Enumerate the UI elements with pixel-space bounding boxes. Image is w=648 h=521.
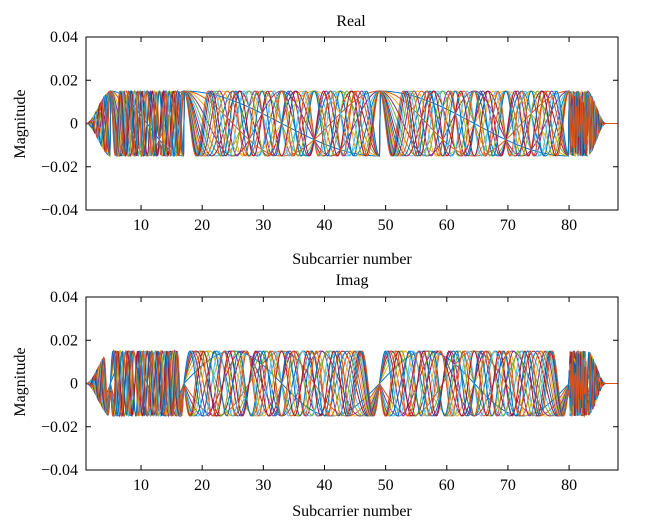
x-tick-label: 40 — [316, 217, 332, 234]
x-tick-label: 80 — [561, 477, 577, 494]
series-layer — [85, 89, 618, 158]
series-line-16 — [85, 89, 618, 157]
y-tick-label: −0.02 — [41, 419, 78, 436]
tick-layer: 10 20 30 40 50 60 70 80 −0.04 −0.02 0 0.02 0.04 — [41, 29, 618, 234]
series-line-5 — [85, 350, 618, 417]
series-line-12 — [85, 89, 618, 158]
tick-layer: 10 20 30 40 50 60 70 80 −0.04 −0.02 0 0.02 0.04 — [41, 289, 618, 494]
plot-frame — [85, 296, 619, 471]
x-tick-label: 20 — [194, 217, 210, 234]
series-line-13 — [85, 89, 618, 158]
x-axis-label: Subcarrier number — [292, 251, 412, 268]
x-tick-label: 30 — [255, 217, 271, 234]
series-line-10 — [85, 89, 618, 158]
y-axis-label: Magnitude — [12, 347, 29, 416]
x-tick-label: 10 — [133, 477, 149, 494]
x-tick-label: 10 — [133, 217, 149, 234]
y-tick-label: 0.04 — [50, 29, 78, 46]
plot-title: Real — [336, 13, 366, 30]
x-tick-label: 30 — [255, 477, 271, 494]
series-line-13 — [85, 350, 618, 418]
x-tick-label: 60 — [439, 217, 455, 234]
y-tick-label: 0 — [70, 116, 78, 133]
x-tick-label: 70 — [500, 477, 516, 494]
series-line-4 — [85, 350, 618, 417]
series-line-3 — [85, 350, 618, 417]
x-tick-label: 50 — [378, 217, 394, 234]
series-line-15 — [85, 350, 618, 418]
x-tick-label: 50 — [378, 477, 394, 494]
plot-title: Imag — [336, 272, 369, 289]
series-layer — [85, 349, 618, 418]
x-tick-label: 80 — [561, 217, 577, 234]
y-tick-label: 0.02 — [50, 72, 78, 89]
series-line-14 — [85, 350, 618, 417]
x-tick-label: 70 — [500, 217, 516, 234]
x-tick-label: 20 — [194, 477, 210, 494]
y-tick-label: 0.04 — [50, 289, 78, 306]
series-line-11 — [85, 349, 618, 418]
y-tick-label: −0.04 — [41, 202, 78, 219]
series-line-14 — [86, 89, 618, 158]
y-tick-label: 0.02 — [50, 332, 78, 349]
y-axis-label: Magnitude — [12, 89, 29, 158]
series-line-12 — [85, 349, 618, 418]
y-tick-label: −0.02 — [41, 159, 78, 176]
y-tick-label: −0.04 — [41, 462, 78, 479]
series-line-11 — [85, 89, 618, 158]
plot-real: Real 10 20 30 40 50 60 70 80 −0.04 −0.02 0 0.02 0.04… — [12, 13, 619, 268]
plot-imag: Imag 10 20 30 40 50 60 70 80 −0.04 −0.02 0 0.02 0.04… — [12, 272, 619, 520]
x-tick-label: 40 — [316, 477, 332, 494]
series-line-15 — [85, 89, 618, 158]
y-tick-label: 0 — [70, 376, 78, 393]
series-line-16 — [85, 350, 618, 417]
x-axis-label: Subcarrier number — [292, 503, 412, 520]
x-tick-label: 60 — [439, 477, 455, 494]
plot-frame — [85, 36, 619, 211]
